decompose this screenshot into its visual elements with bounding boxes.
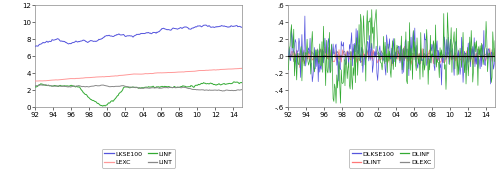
Legend: LKSE100, LEXC, LINF, LINT: LKSE100, LEXC, LINF, LINT	[102, 149, 176, 168]
Legend: DLKSE100, DLINT, DLINF, DLEXC: DLKSE100, DLINT, DLINF, DLEXC	[349, 149, 434, 168]
